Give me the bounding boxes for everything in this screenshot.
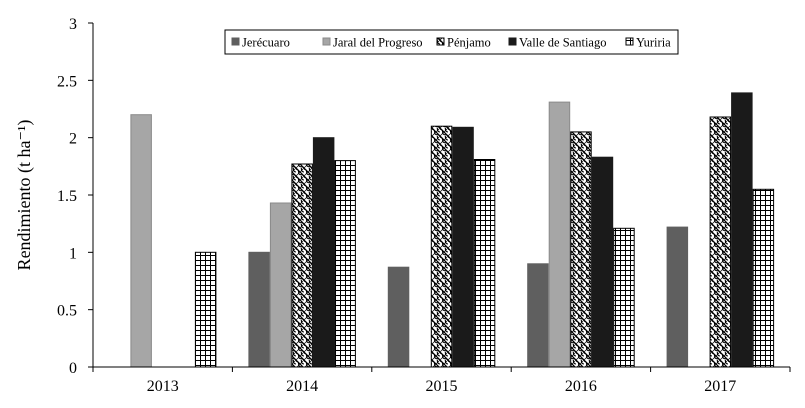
y-tick-label: 2 [69, 131, 77, 148]
y-tick-label: 0 [69, 360, 77, 377]
legend: Jerécuaro Jaral del Progreso Pénjamo Valle … [224, 29, 679, 55]
bar [473, 159, 496, 368]
bar [613, 227, 635, 368]
bar [731, 92, 753, 368]
legend-label: Jaral del Progreso [333, 36, 423, 50]
bar [709, 116, 732, 368]
bar [570, 131, 592, 368]
bar [752, 188, 775, 368]
bars-group [130, 92, 775, 368]
legend-label: Pénjamo [447, 36, 491, 50]
legend-swatch [436, 37, 445, 46]
bar [334, 160, 356, 368]
x-tick-label: 2016 [565, 378, 597, 395]
legend-frame [224, 29, 679, 55]
legend-swatch [625, 37, 634, 46]
bar [548, 101, 571, 368]
y-tick-label: 2.5 [57, 73, 77, 90]
bar [527, 263, 549, 368]
legend-label: Valle de Santiago [519, 36, 606, 50]
x-tick-label: 2017 [704, 378, 736, 395]
x-tick-label: 2013 [147, 378, 179, 395]
x-tick-label: 2015 [426, 378, 458, 395]
bar [452, 126, 474, 368]
bar [194, 251, 217, 368]
bar [269, 202, 292, 368]
x-tick-label: 2014 [286, 378, 318, 395]
bar [248, 251, 270, 368]
legend-swatch [231, 37, 240, 46]
legend-swatch [322, 37, 331, 46]
axes-group: 0 0.5 1 1.5 2 2.5 3 2013 2014 2015 2016 2017 [57, 16, 791, 395]
bar [591, 156, 614, 368]
y-axis-label: Rendimiento (t ha⁻¹) [14, 120, 35, 271]
legend-swatch [508, 37, 517, 46]
bar [291, 163, 313, 368]
legend-label: Yuriria [636, 36, 671, 50]
y-tick-label: 3 [69, 16, 77, 33]
legend-label: Jerécuaro [242, 36, 290, 50]
bar [387, 266, 410, 368]
y-tick-label: 0.5 [57, 303, 77, 320]
y-tick-label: 1 [69, 245, 77, 262]
bar [666, 226, 689, 368]
bar [312, 137, 335, 368]
y-tick-label: 1.5 [57, 188, 77, 205]
bar [130, 114, 152, 368]
bar [430, 125, 453, 368]
